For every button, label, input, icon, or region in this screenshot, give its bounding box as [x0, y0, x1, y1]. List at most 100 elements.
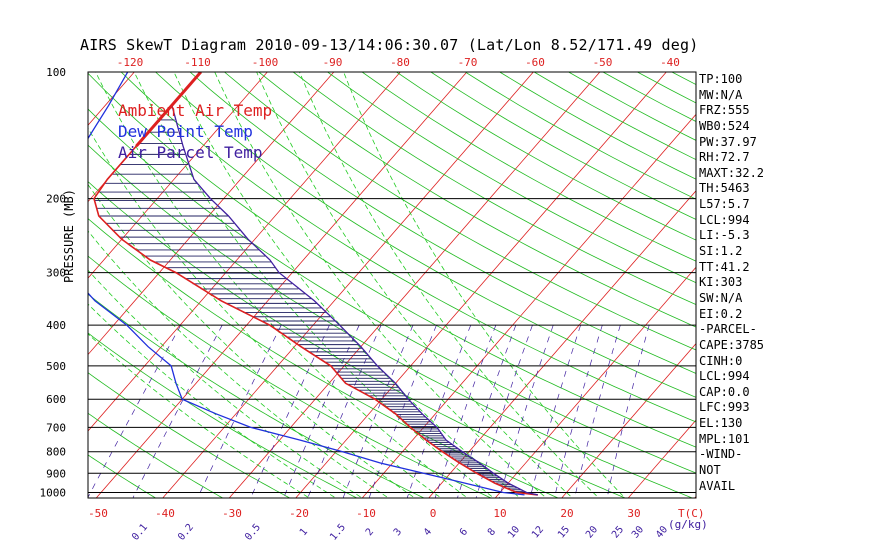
cape-hatching [94, 119, 530, 494]
pressure-tick-label: 1000 [40, 487, 67, 500]
dry-adiabat-line [189, 72, 696, 374]
dry-adiabat-line [88, 454, 157, 498]
moist-adiabat-line [88, 127, 442, 498]
mixing-ratio-label: 25 [610, 524, 626, 540]
isotherm-line [758, 72, 870, 501]
stability-index-item: SW:N/A [699, 290, 743, 305]
bottom-temp-tick-label: 20 [560, 507, 573, 520]
dry-adiabat-line [396, 72, 696, 241]
dry-adiabat-line [88, 293, 425, 498]
pressure-tick-label: 400 [46, 319, 66, 332]
stability-index-item: EL:130 [699, 416, 743, 431]
moist-adiabat-line [133, 72, 495, 498]
grid-layer [0, 72, 870, 501]
mixing-ratio-line [529, 325, 581, 498]
dry-adiabat-line [88, 218, 559, 498]
moist-adiabat-line [256, 72, 574, 498]
isotherm-line [88, 72, 268, 279]
dry-adiabat-line [224, 72, 696, 351]
stability-index-item: CAP:0.0 [699, 384, 750, 399]
moist-adiabat-line [343, 72, 626, 498]
isotherm-line [88, 72, 335, 356]
bottom-temp-unit: T(C) [678, 507, 705, 520]
stability-index-item: SI:1.2 [699, 244, 743, 259]
mixing-ratio-label: 20 [584, 524, 600, 540]
bottom-temp-tick-label: -50 [88, 507, 108, 520]
isotherm-line [561, 343, 696, 498]
dry-adiabat-line [88, 332, 358, 498]
isotherm-line [0, 72, 1, 501]
mixing-ratio-line [250, 325, 330, 498]
moist-adiabat-line [88, 230, 390, 498]
isotherm-line [627, 419, 696, 498]
dry-adiabat-line [465, 72, 696, 200]
top-temp-tick-label: -90 [323, 56, 343, 69]
bottom-temp-tick-label: -30 [222, 507, 242, 520]
air-parcel-temp-line [171, 105, 538, 496]
bottom-temp-tick-label: 10 [493, 507, 506, 520]
mixing-ratio-line [574, 325, 621, 498]
dry-adiabat-line [88, 372, 291, 498]
top-temp-tick-label: -40 [660, 56, 680, 69]
stability-index-item: LI:-5.3 [699, 228, 750, 243]
mixing-ratio-label: 1.5 [328, 522, 348, 543]
top-temp-tick-label: -110 [184, 56, 211, 69]
mixing-ratio-line [307, 325, 382, 498]
dew-point-temp-line [88, 72, 525, 496]
moist-adiabat-line [88, 183, 416, 498]
mixing-ratio-label: 0.2 [176, 522, 196, 543]
stability-index-item: NOT [699, 463, 721, 478]
mixing-ratio-line [132, 325, 223, 498]
dry-adiabat-line [88, 255, 492, 498]
isotherm-line [0, 72, 68, 501]
moist-adiabat-line [214, 72, 547, 498]
dry-adiabat-line [155, 72, 696, 398]
moist-adiabat-line [299, 72, 600, 498]
mixing-ratio-label: 30 [630, 524, 646, 540]
mixing-ratio-label: 2 [364, 527, 376, 539]
mixing-ratio-label: 15 [556, 524, 572, 540]
stability-index-item: TH:5463 [699, 181, 750, 196]
pressure-tick-label: 700 [46, 421, 66, 434]
stability-index-item: MW:N/A [699, 87, 743, 102]
stability-index-item: AVAIL [699, 478, 736, 493]
chart-title: AIRS SkewT Diagram 2010-09-13/14:06:30.0… [80, 36, 699, 54]
y-axis-label: PRESSURE (MB) [62, 189, 76, 283]
isotherm-line [494, 266, 696, 498]
isotherm-line [88, 72, 135, 126]
mixing-ratio-label: 10 [506, 524, 522, 540]
stability-index-item: RH:72.7 [699, 150, 750, 165]
axes [87, 71, 697, 499]
mixing-ratio-unit: (g/kg) [668, 518, 708, 531]
stability-index-item: EI:0.2 [699, 306, 743, 321]
stability-index-item: TT:41.2 [699, 259, 750, 274]
mixing-ratio-line [475, 325, 533, 498]
dry-adiabat-line [258, 72, 696, 328]
isotherm-line [88, 72, 401, 432]
pressure-tick-label: 800 [46, 446, 66, 459]
profile-lines [88, 72, 538, 496]
mixing-ratio-label: 4 [422, 527, 434, 539]
mixing-ratio-line [283, 325, 360, 498]
dry-adiabat-line [361, 72, 696, 262]
dry-adiabat-line [327, 72, 696, 284]
stability-index-item: WB0:524 [699, 118, 750, 133]
legend-dew-point-temp: Dew Point Temp [118, 122, 253, 141]
mixing-ratio-label: 0.5 [243, 522, 263, 543]
pressure-tick-label: 900 [46, 467, 66, 480]
dry-adiabat-line [810, 72, 870, 501]
mixing-ratio-line [554, 325, 603, 498]
dry-adiabat-line [0, 72, 26, 501]
stability-index-item: MPL:101 [699, 431, 750, 446]
dry-adiabat-line [88, 412, 224, 498]
mixing-ratio-line [197, 325, 282, 498]
stability-index-item: LCL:994 [699, 212, 750, 227]
mixing-ratio-label: 3 [392, 527, 404, 539]
stability-index-item: CINH:0 [699, 353, 743, 368]
stability-index-item: KI:303 [699, 275, 743, 290]
top-temp-tick-label: -120 [117, 56, 144, 69]
stability-index-item: LFC:993 [699, 400, 750, 415]
dry-adiabat-line [120, 72, 696, 423]
moist-adiabat-line [95, 72, 469, 498]
